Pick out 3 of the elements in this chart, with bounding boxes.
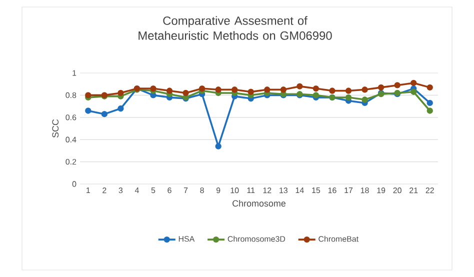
y-axis-title: SCC bbox=[52, 119, 59, 138]
chart-title: Comparative Assesment of Metaheuristic Methods on GM06990 bbox=[138, 16, 332, 40]
x-axis-title: Chromosome bbox=[232, 200, 286, 207]
